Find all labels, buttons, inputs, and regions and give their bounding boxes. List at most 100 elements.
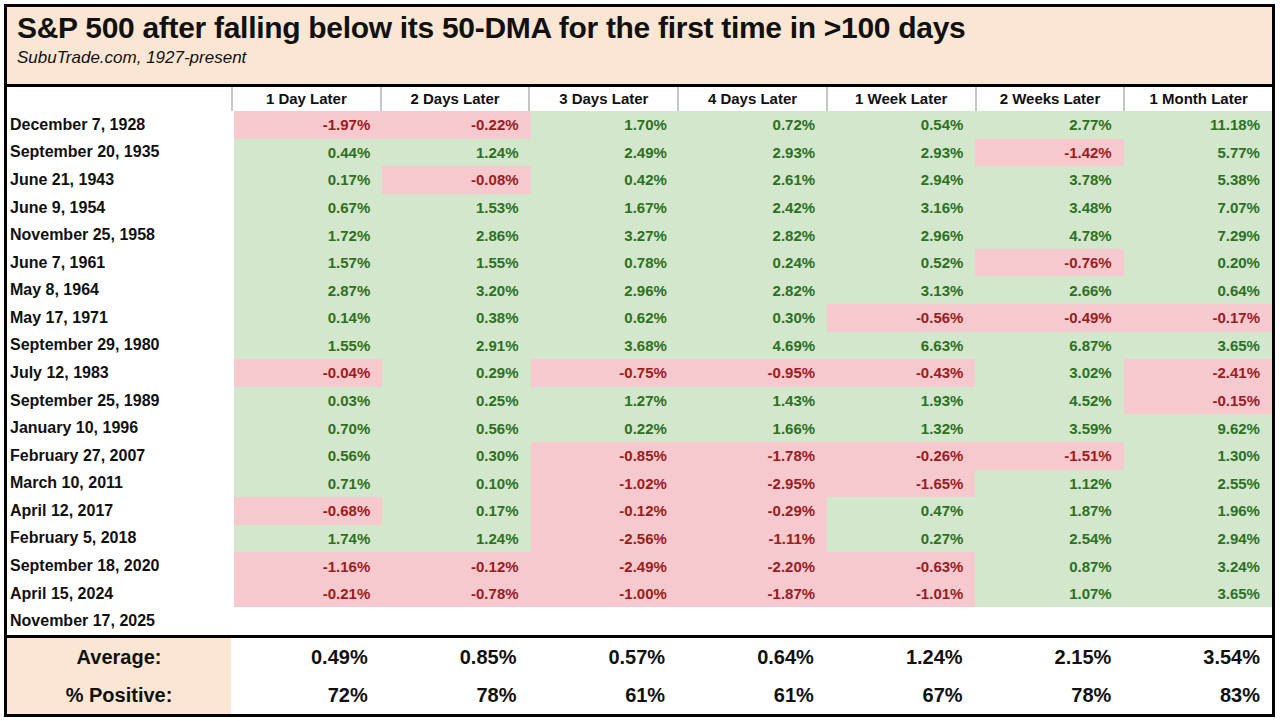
average-value-cell: 0.85% <box>380 638 529 676</box>
value-cell: -2.20% <box>679 552 827 580</box>
value-cell: 1.30% <box>1124 442 1272 470</box>
row-date: April 15, 2024 <box>7 580 234 608</box>
date-column-header <box>7 87 231 111</box>
row-date: May 17, 1971 <box>7 304 234 332</box>
value-cell: 4.78% <box>975 221 1123 249</box>
row-date: December 7, 1928 <box>7 111 234 139</box>
column-header: 1 Day Later <box>231 87 380 111</box>
value-cell: 4.52% <box>975 387 1123 415</box>
percent-positive-value-cell: 67% <box>826 676 975 714</box>
value-cell: -2.95% <box>679 470 827 498</box>
value-cell: -0.15% <box>1124 387 1272 415</box>
value-cell: 2.55% <box>1124 470 1272 498</box>
value-cell: 0.14% <box>234 304 382 332</box>
value-cell: 4.69% <box>679 332 827 360</box>
value-cell: -1.16% <box>234 552 382 580</box>
value-cell: 0.52% <box>827 249 975 277</box>
row-date: February 27, 2007 <box>7 442 234 470</box>
value-cell: 1.74% <box>234 525 382 553</box>
average-value-cell: 3.54% <box>1123 638 1272 676</box>
value-cell: 2.96% <box>827 221 975 249</box>
value-cell: -1.78% <box>679 442 827 470</box>
value-cell: -2.41% <box>1124 359 1272 387</box>
row-date: September 20, 1935 <box>7 139 234 167</box>
value-cell: 3.65% <box>1124 580 1272 608</box>
value-cell: -1.01% <box>827 580 975 608</box>
value-cell: -0.12% <box>382 552 530 580</box>
value-cell: 2.82% <box>679 276 827 304</box>
percent-positive-value-cell: 61% <box>528 676 677 714</box>
value-cell: 2.93% <box>679 139 827 167</box>
row-date: November 17, 2025 <box>7 607 234 635</box>
value-cell: -0.56% <box>827 304 975 332</box>
value-cell: -0.08% <box>382 166 530 194</box>
row-date: April 12, 2017 <box>7 497 234 525</box>
value-cell: 2.91% <box>382 332 530 360</box>
value-cell: -0.22% <box>382 111 530 139</box>
value-cell: 5.77% <box>1124 139 1272 167</box>
table-body: December 7, 1928-1.97%-0.22%1.70%0.72%0.… <box>7 111 1272 635</box>
value-cell: -1.02% <box>531 470 679 498</box>
percent-positive-value-cell: 83% <box>1123 676 1272 714</box>
value-cell: 0.03% <box>234 387 382 415</box>
value-cell: 1.70% <box>531 111 679 139</box>
value-cell: 5.38% <box>1124 166 1272 194</box>
value-cell: 1.32% <box>827 414 975 442</box>
value-cell: -0.78% <box>382 580 530 608</box>
column-header: 4 Days Later <box>677 87 826 111</box>
average-value-cell: 0.64% <box>677 638 826 676</box>
value-cell: 1.87% <box>975 497 1123 525</box>
value-cell <box>382 607 530 635</box>
value-cell: 0.67% <box>234 194 382 222</box>
value-cell: -0.12% <box>531 497 679 525</box>
value-cell: 2.96% <box>531 276 679 304</box>
value-cell: 1.24% <box>382 525 530 553</box>
value-cell: 11.18% <box>1124 111 1272 139</box>
average-label: Average: <box>7 638 231 676</box>
value-cell <box>827 607 975 635</box>
value-cell: 0.54% <box>827 111 975 139</box>
percent-positive-label: % Positive: <box>7 676 231 714</box>
column-header: 1 Month Later <box>1123 87 1272 111</box>
row-date: June 21, 1943 <box>7 166 234 194</box>
row-date: November 25, 1958 <box>7 221 234 249</box>
value-cell <box>1124 607 1272 635</box>
value-cell: -0.68% <box>234 497 382 525</box>
value-cell: 2.54% <box>975 525 1123 553</box>
value-cell: 3.78% <box>975 166 1123 194</box>
value-cell: 1.07% <box>975 580 1123 608</box>
percent-positive-value-cell: 72% <box>231 676 380 714</box>
value-cell: -1.11% <box>679 525 827 553</box>
value-cell: 3.27% <box>531 221 679 249</box>
table-frame: S&P 500 after falling below its 50-DMA f… <box>4 4 1275 717</box>
value-cell: 9.62% <box>1124 414 1272 442</box>
value-cell: 0.17% <box>382 497 530 525</box>
value-cell: 6.87% <box>975 332 1123 360</box>
value-cell: 1.12% <box>975 470 1123 498</box>
average-value-cell: 1.24% <box>826 638 975 676</box>
page-title: S&P 500 after falling below its 50-DMA f… <box>17 11 1272 45</box>
value-cell <box>531 607 679 635</box>
row-date: July 12, 1983 <box>7 359 234 387</box>
row-date: February 5, 2018 <box>7 525 234 553</box>
table-row: June 7, 19611.57%1.55%0.78%0.24%0.52%-0.… <box>7 249 1272 277</box>
column-header: 2 Days Later <box>380 87 529 111</box>
value-cell: 1.66% <box>679 414 827 442</box>
row-date: March 10, 2011 <box>7 470 234 498</box>
average-value-cell: 0.49% <box>231 638 380 676</box>
table-row: June 21, 19430.17%-0.08%0.42%2.61%2.94%3… <box>7 166 1272 194</box>
value-cell: 1.67% <box>531 194 679 222</box>
percent-positive-value-cell: 78% <box>975 676 1124 714</box>
value-cell: -0.76% <box>975 249 1123 277</box>
value-cell: -0.63% <box>827 552 975 580</box>
value-cell: 1.57% <box>234 249 382 277</box>
value-cell: 2.77% <box>975 111 1123 139</box>
value-cell: 1.27% <box>531 387 679 415</box>
value-cell: -0.95% <box>679 359 827 387</box>
table-row: September 18, 2020-1.16%-0.12%-2.49%-2.2… <box>7 552 1272 580</box>
value-cell: -1.00% <box>531 580 679 608</box>
table-row: November 17, 2025 <box>7 607 1272 635</box>
percent-positive-row: % Positive: 72%78%61%61%67%78%83% <box>7 676 1272 714</box>
value-cell: -0.75% <box>531 359 679 387</box>
average-value-cell: 2.15% <box>975 638 1124 676</box>
